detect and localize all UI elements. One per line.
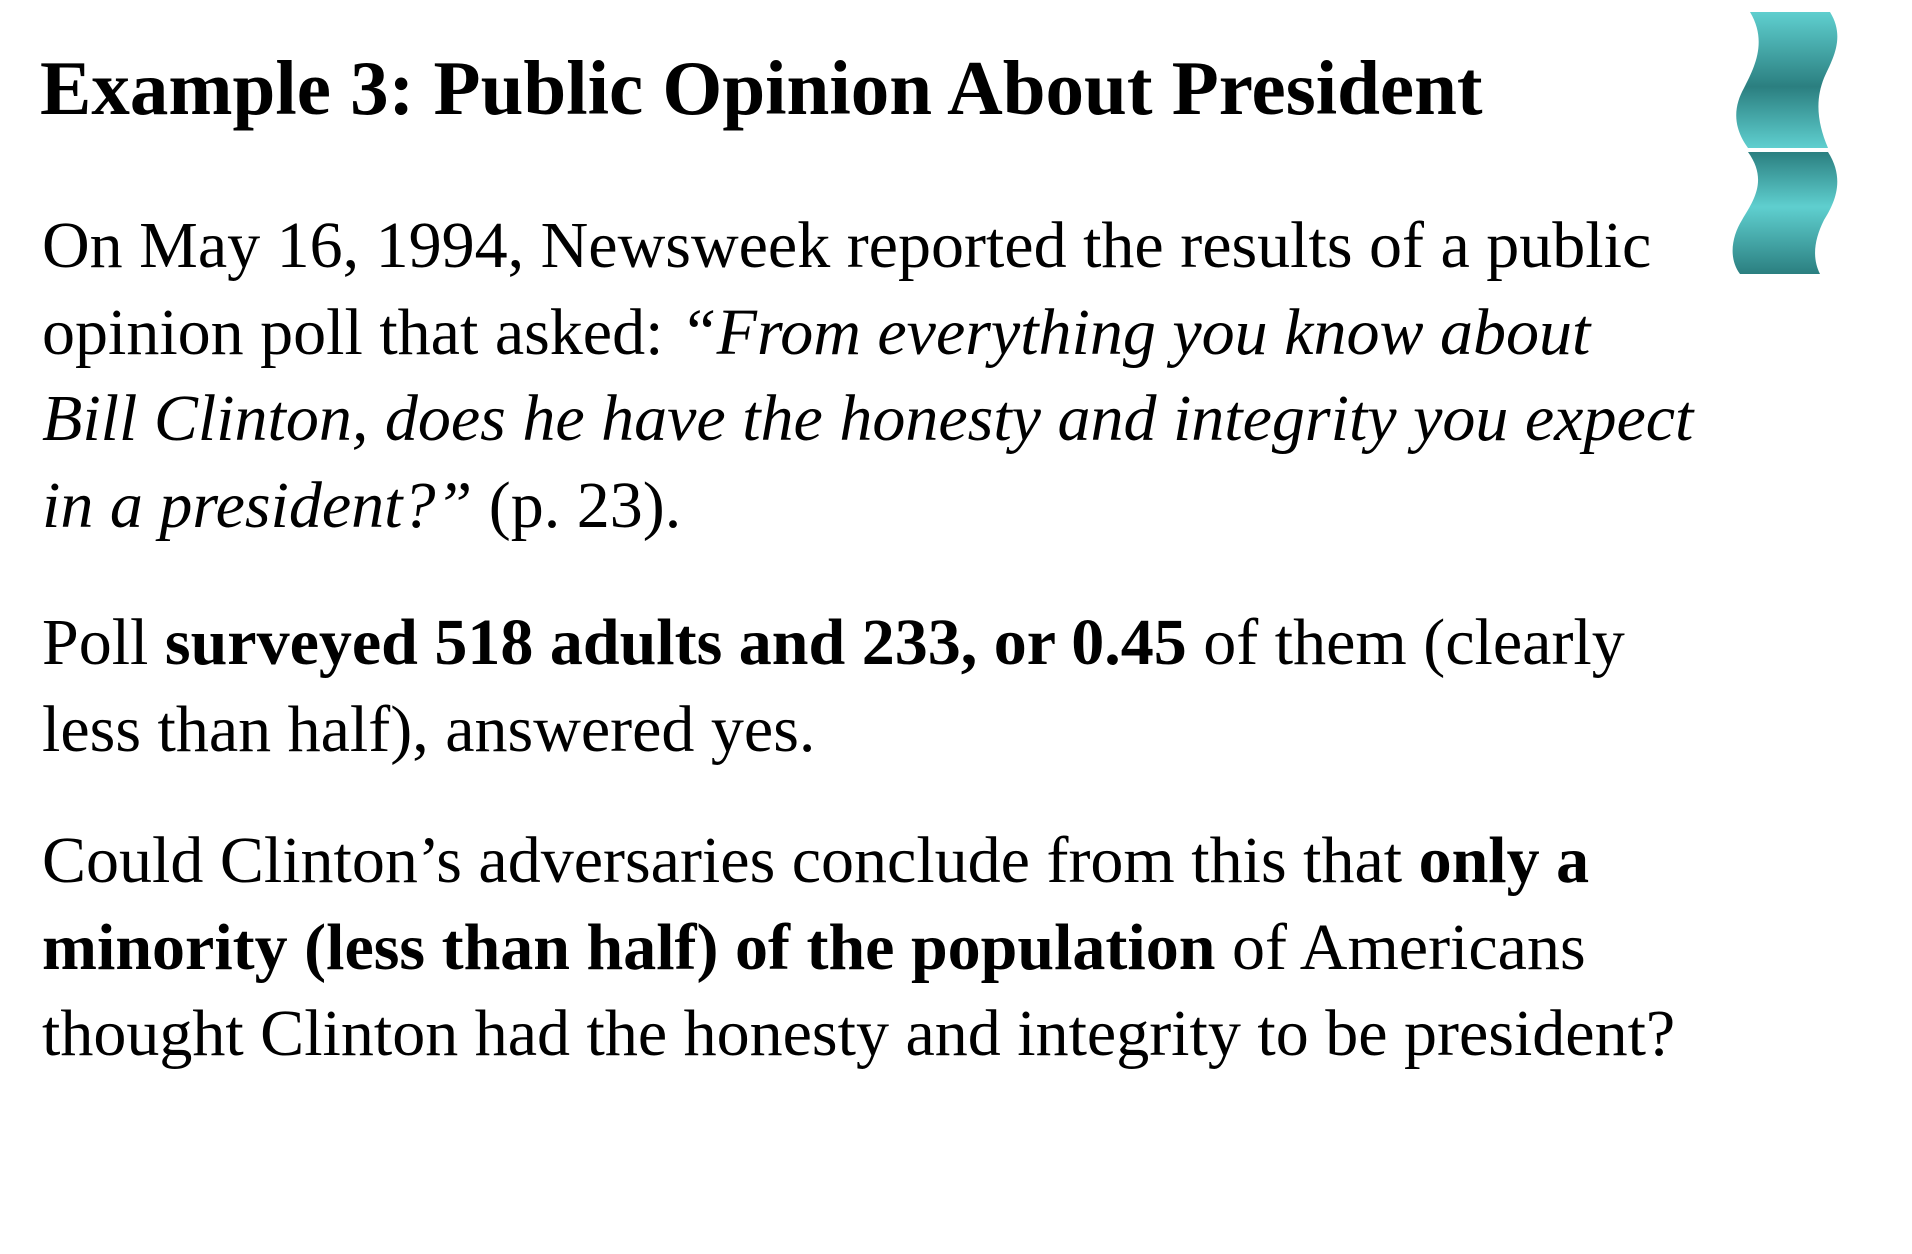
- paragraph-question: Could Clinton’s adversaries conclude fro…: [42, 818, 1702, 1078]
- paragraph-poll-question: On May 16, 1994, Newsweek reported the r…: [42, 203, 1702, 549]
- ribbon-bottom-segment: [1732, 152, 1838, 274]
- poll-result-lead: Poll: [42, 606, 165, 679]
- citation-text: (p. 23).: [472, 468, 682, 542]
- poll-question-quote: “From everything you know about Bill Cli…: [42, 295, 1694, 542]
- poll-intro-text: On May 16, 1994, Newsweek reported the r…: [42, 209, 1652, 369]
- poll-result-rest: of them (clearly less than half), answer…: [42, 606, 1625, 766]
- ribbon-top-segment: [1736, 12, 1838, 148]
- question-rest: of Americans thought Clinton had the hon…: [42, 910, 1676, 1071]
- slide-title: Example 3: Public Opinion About Presiden…: [40, 45, 1483, 131]
- question-lead: Could Clinton’s adversaries conclude fro…: [42, 824, 1419, 897]
- question-emphasis: only a minority (less than half) of the …: [42, 824, 1590, 984]
- poll-result-emphasis: surveyed 518 adults and 233, or 0.45: [164, 606, 1187, 679]
- teal-wave-ribbon-icon: [1732, 12, 1838, 274]
- paragraph-poll-result: Poll surveyed 518 adults and 233, or 0.4…: [42, 600, 1702, 773]
